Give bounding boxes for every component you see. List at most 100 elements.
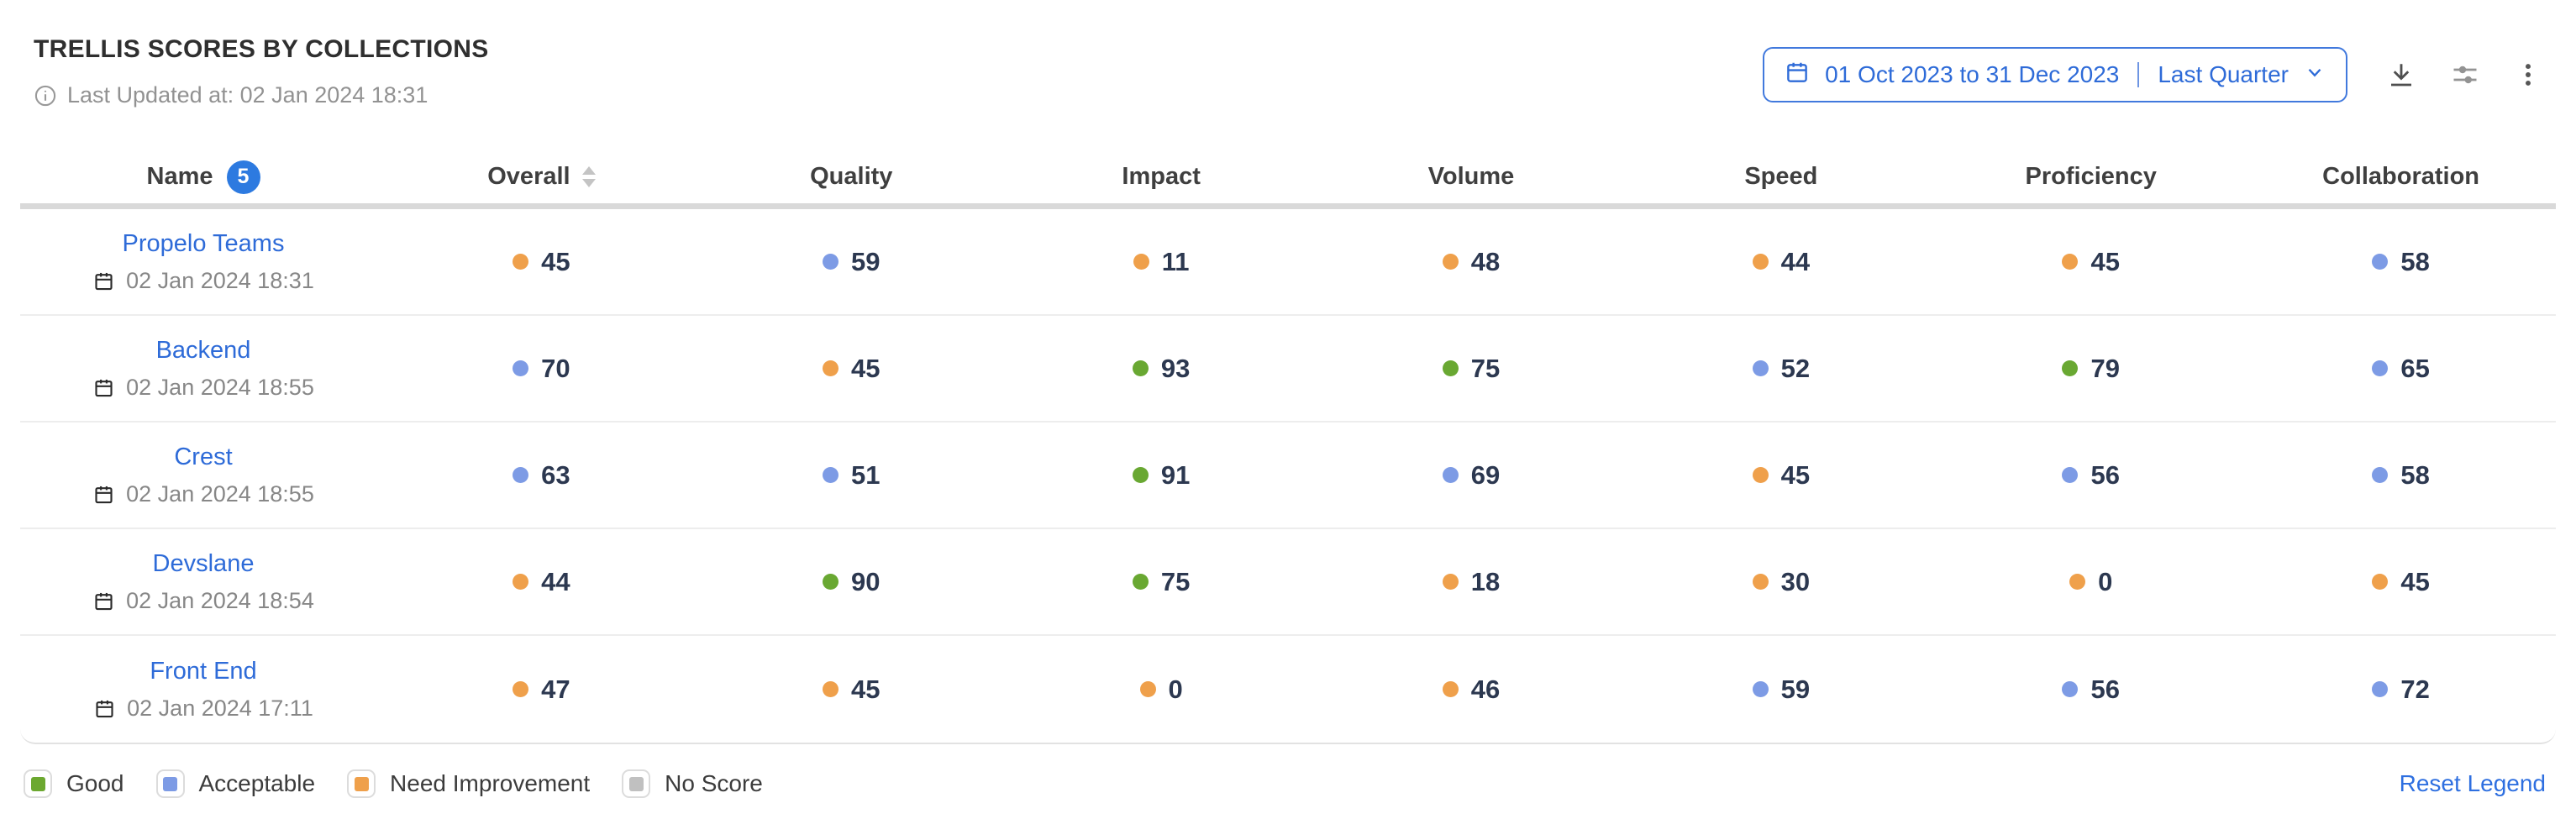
score-cell-volume: 18 [1317, 567, 1627, 597]
name-cell: Front End 02 Jan 2024 17:11 [20, 658, 386, 722]
legend-item-acceptable[interactable]: Acceptable [155, 769, 315, 798]
column-header-overall[interactable]: Overall [386, 163, 697, 191]
score-cell-impact: 93 [1007, 354, 1317, 384]
scores-table: Name 5 Overall Quality Impact Volume Spe… [20, 150, 2556, 744]
no-score-color-swatch-icon [628, 776, 644, 791]
score-dot [1442, 360, 1459, 376]
date-range-text: 01 Oct 2023 to 31 Dec 2023 [1825, 61, 2120, 87]
score-cell-overall: 47 [386, 675, 697, 705]
row-count-badge: 5 [226, 160, 260, 194]
score-dot [1442, 467, 1459, 483]
score-cell-volume: 75 [1317, 354, 1627, 384]
filter-settings-icon[interactable] [2447, 56, 2484, 93]
score-dot [513, 360, 529, 376]
score-cell-overall: 63 [386, 460, 697, 491]
score-cell-impact: 0 [1007, 675, 1317, 705]
score-dot [1752, 360, 1769, 376]
score-cell-proficiency: 79 [1936, 354, 2246, 384]
score-cell-overall: 44 [386, 567, 697, 597]
score-dot [823, 681, 839, 697]
row-updated: 02 Jan 2024 17:11 [93, 696, 313, 722]
chevron-down-icon [2304, 61, 2326, 89]
score-cell-quality: 45 [697, 354, 1007, 384]
collection-link[interactable]: Backend [155, 336, 251, 364]
table-row: Devslane 02 Jan 2024 18:54 44 90 75 [20, 529, 2556, 636]
score-cell-collaboration: 65 [2246, 354, 2556, 384]
score-cell-speed: 59 [1626, 675, 1936, 705]
divider [2137, 62, 2140, 87]
row-updated: 02 Jan 2024 18:55 [92, 481, 314, 507]
legend-item-good[interactable]: Good [24, 769, 124, 798]
more-menu-icon[interactable] [2510, 57, 2546, 92]
header-left: TRELLIS SCORES BY COLLECTIONS Last Updat… [34, 35, 489, 108]
score-cell-quality: 51 [697, 460, 1007, 491]
score-dot [2372, 360, 2389, 376]
collection-link[interactable]: Crest [174, 443, 233, 470]
legend-swatch [622, 769, 651, 798]
score-dot [1132, 360, 1149, 376]
score-cell-volume: 48 [1317, 247, 1627, 277]
date-preset-text: Last Quarter [2158, 61, 2289, 87]
score-dot [823, 467, 839, 483]
last-updated-text: Last Updated at: 02 Jan 2024 18:31 [67, 82, 428, 108]
score-dot [513, 467, 529, 483]
score-dot [2372, 574, 2389, 590]
score-cell-overall: 45 [386, 247, 697, 277]
column-header-impact: Impact [1122, 163, 1201, 190]
score-cell-quality: 90 [697, 567, 1007, 597]
score-cell-proficiency: 45 [1936, 247, 2246, 277]
score-dot [513, 574, 529, 590]
acceptable-color-swatch-icon [163, 776, 177, 791]
calendar-icon [92, 270, 115, 292]
table-body: Propelo Teams 02 Jan 2024 18:31 45 59 11 [20, 209, 2556, 744]
need-improvement-color-swatch-icon [354, 776, 369, 791]
score-cell-proficiency: 0 [1936, 567, 2246, 597]
row-updated: 02 Jan 2024 18:55 [92, 375, 314, 401]
legend-item-need-improvement[interactable]: Need Improvement [347, 769, 590, 798]
score-dot [1133, 254, 1149, 270]
header-actions: 01 Oct 2023 to 31 Dec 2023 Last Quarter [1763, 47, 2546, 102]
score-cell-proficiency: 56 [1936, 675, 2246, 705]
score-dot [823, 254, 839, 270]
calendar-icon [92, 483, 115, 506]
score-cell-overall: 70 [386, 354, 697, 384]
calendar-icon [92, 590, 115, 612]
download-icon[interactable] [2383, 56, 2420, 93]
reset-legend-link[interactable]: Reset Legend [2399, 770, 2546, 796]
score-cell-quality: 59 [697, 247, 1007, 277]
column-header-name: Name 5 [20, 160, 386, 194]
info-icon[interactable] [34, 84, 57, 108]
legend-item-no-score[interactable]: No Score [622, 769, 763, 798]
collection-link[interactable]: Propelo Teams [122, 229, 285, 257]
score-dot [1752, 467, 1769, 483]
row-updated: 02 Jan 2024 18:31 [92, 268, 314, 294]
score-dot [1442, 681, 1459, 697]
name-cell: Backend 02 Jan 2024 18:55 [20, 337, 386, 401]
score-cell-speed: 52 [1626, 354, 1936, 384]
name-cell: Propelo Teams 02 Jan 2024 18:31 [20, 230, 386, 294]
sort-carets-icon[interactable] [581, 166, 596, 187]
last-updated: Last Updated at: 02 Jan 2024 18:31 [34, 82, 489, 108]
page-title: TRELLIS SCORES BY COLLECTIONS [34, 35, 489, 63]
score-dot [2062, 360, 2079, 376]
collection-link[interactable]: Front End [150, 657, 257, 685]
score-cell-impact: 11 [1007, 247, 1317, 277]
date-range-picker-button[interactable]: 01 Oct 2023 to 31 Dec 2023 Last Quarter [1763, 47, 2347, 102]
score-dot [1752, 254, 1769, 270]
score-dot [2062, 681, 2079, 697]
score-dot [2062, 254, 2079, 270]
score-cell-volume: 69 [1317, 460, 1627, 491]
score-dot [1132, 574, 1149, 590]
column-header-speed: Speed [1744, 163, 1818, 190]
column-header-quality: Quality [810, 163, 893, 190]
score-dot [1752, 574, 1769, 590]
table-row: Front End 02 Jan 2024 17:11 47 45 0 [20, 636, 2556, 743]
score-dot [823, 574, 839, 590]
calendar-icon [92, 376, 115, 399]
score-dot [513, 254, 529, 270]
score-dot [1752, 681, 1769, 697]
collection-link[interactable]: Devslane [152, 549, 255, 577]
score-cell-impact: 91 [1007, 460, 1317, 491]
legend-swatch [24, 769, 52, 798]
